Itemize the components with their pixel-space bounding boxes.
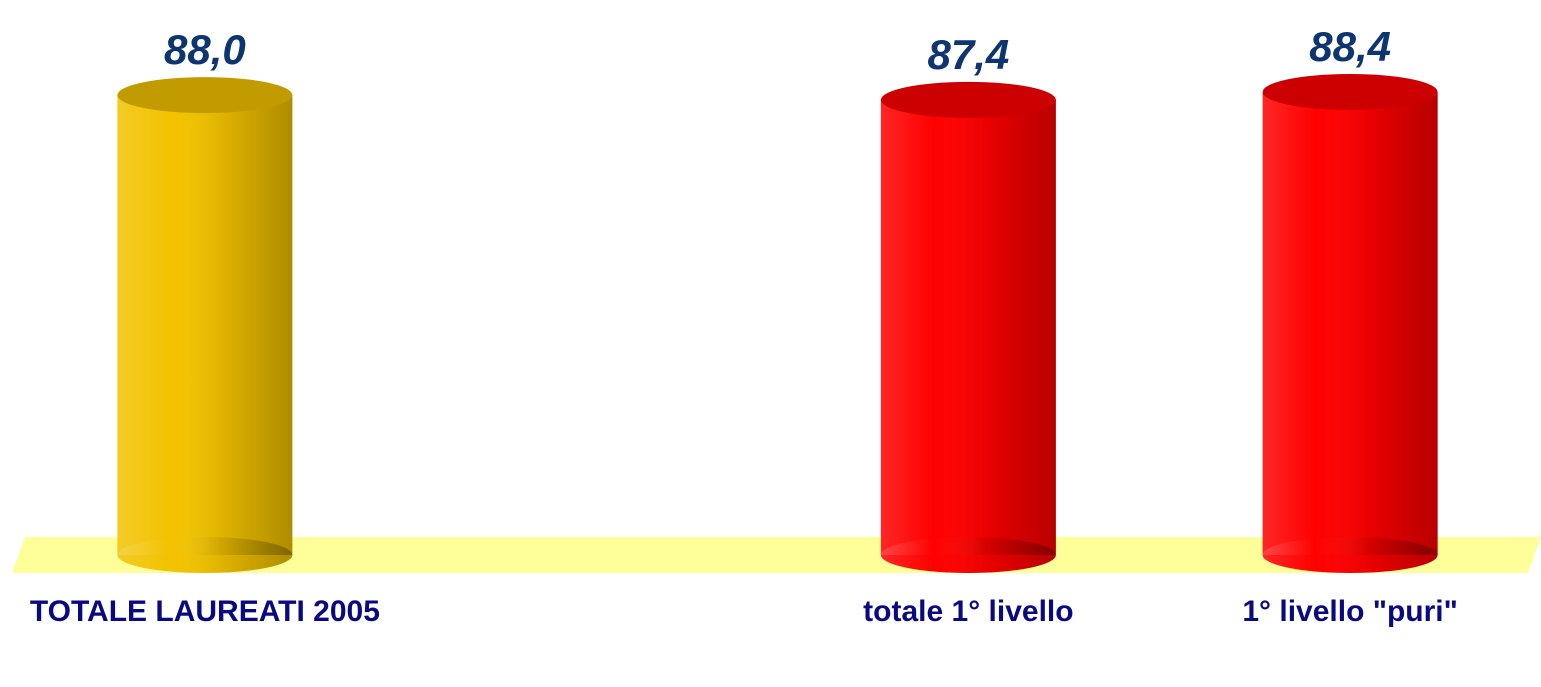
cylinder-bottom-shade bbox=[117, 537, 293, 573]
cylinder-top-shade bbox=[880, 81, 1056, 118]
cylinder-shade bbox=[1262, 91, 1438, 555]
cylinder-top bbox=[117, 77, 293, 114]
x-tick-label: 1° livello "puri" bbox=[1242, 595, 1458, 628]
cylinder-top-shade bbox=[117, 77, 293, 114]
cylinder-top bbox=[1262, 73, 1438, 110]
cylinder-bottom-shade bbox=[1262, 537, 1438, 573]
cylinder-top bbox=[880, 81, 1056, 118]
value-label: 88,0 bbox=[164, 26, 246, 73]
cylinder-bottom-shade bbox=[880, 537, 1056, 573]
value-label: 88,4 bbox=[1309, 23, 1391, 70]
floor bbox=[12, 537, 1541, 573]
cylinder bbox=[117, 77, 293, 573]
cylinder-shade bbox=[117, 95, 293, 556]
x-tick-label: totale 1° livello bbox=[863, 595, 1074, 628]
cylinder-shade bbox=[880, 99, 1056, 556]
value-label: 87,4 bbox=[928, 31, 1010, 78]
cylinder bbox=[1262, 73, 1438, 573]
cylinder bbox=[880, 81, 1056, 573]
x-tick-label: TOTALE LAUREATI 2005 bbox=[29, 595, 380, 628]
cylinder-top-shade bbox=[1262, 73, 1438, 110]
